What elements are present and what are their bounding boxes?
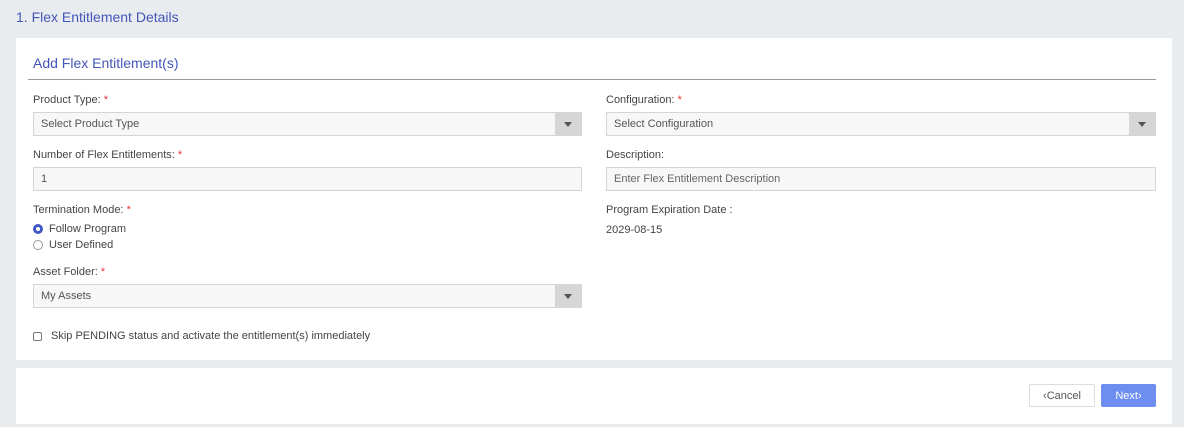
label-text: Configuration: — [606, 94, 675, 106]
required-mark: * — [177, 149, 183, 161]
checkbox-label: Skip PENDING status and activate the ent… — [51, 330, 371, 342]
asset-folder-label: Asset Folder: * — [33, 266, 105, 278]
label-text: Termination Mode: — [33, 204, 124, 216]
required-mark: * — [103, 94, 109, 106]
chevron-right-icon: › — [1137, 389, 1142, 402]
chevron-down-icon[interactable] — [555, 285, 581, 307]
chevron-left-icon: ‹ — [1043, 389, 1047, 402]
form-card: Add Flex Entitlement(s) Product Type: * … — [16, 38, 1172, 360]
configuration-label: Configuration: * — [606, 94, 682, 106]
next-button[interactable]: Next › — [1101, 384, 1156, 407]
checkbox-icon[interactable] — [33, 331, 42, 341]
divider — [28, 79, 1156, 80]
radio-label: User Defined — [49, 239, 114, 251]
select-value: Select Configuration — [614, 118, 714, 130]
product-type-label: Product Type: * — [33, 94, 108, 106]
chevron-down-icon[interactable] — [1129, 113, 1155, 135]
label-text: Number of Flex Entitlements: — [33, 149, 175, 161]
radio-empty-icon[interactable] — [33, 240, 43, 250]
description-input[interactable]: Enter Flex Entitlement Description — [606, 167, 1156, 191]
radio-label: Follow Program — [49, 223, 127, 235]
num-entitlements-label: Number of Flex Entitlements: * — [33, 149, 182, 161]
required-mark: * — [100, 266, 106, 278]
required-mark: * — [677, 94, 682, 106]
cancel-button[interactable]: ‹ Cancel — [1029, 384, 1095, 407]
section-title: Add Flex Entitlement(s) — [33, 55, 179, 71]
num-entitlements-input[interactable]: 1 — [33, 167, 582, 191]
description-label: Description: — [606, 149, 665, 161]
button-label: Cancel — [1046, 389, 1081, 402]
configuration-select[interactable]: Select Configuration — [606, 112, 1156, 136]
radio-user-defined[interactable]: User Defined — [33, 239, 113, 251]
expiration-value: 2029-08-15 — [606, 224, 663, 236]
skip-pending-checkbox[interactable]: Skip PENDING status and activate the ent… — [33, 330, 370, 342]
label-text: Asset Folder: — [33, 266, 98, 278]
button-label: Next — [1115, 389, 1138, 402]
select-value: Select Product Type — [41, 118, 140, 130]
radio-selected-icon[interactable] — [33, 224, 43, 234]
asset-folder-select[interactable]: My Assets — [33, 284, 582, 308]
radio-follow-program[interactable]: Follow Program — [33, 223, 126, 235]
termination-label: Termination Mode: * — [33, 204, 131, 216]
product-type-select[interactable]: Select Product Type — [33, 112, 582, 136]
footer-card: ‹ Cancel Next › — [16, 368, 1172, 424]
page-title: 1. Flex Entitlement Details — [16, 9, 179, 25]
required-mark: * — [126, 204, 131, 216]
chevron-down-icon[interactable] — [555, 113, 581, 135]
expiration-label: Program Expiration Date : — [606, 204, 733, 216]
select-value: My Assets — [41, 290, 92, 302]
label-text: Product Type: — [33, 94, 101, 106]
